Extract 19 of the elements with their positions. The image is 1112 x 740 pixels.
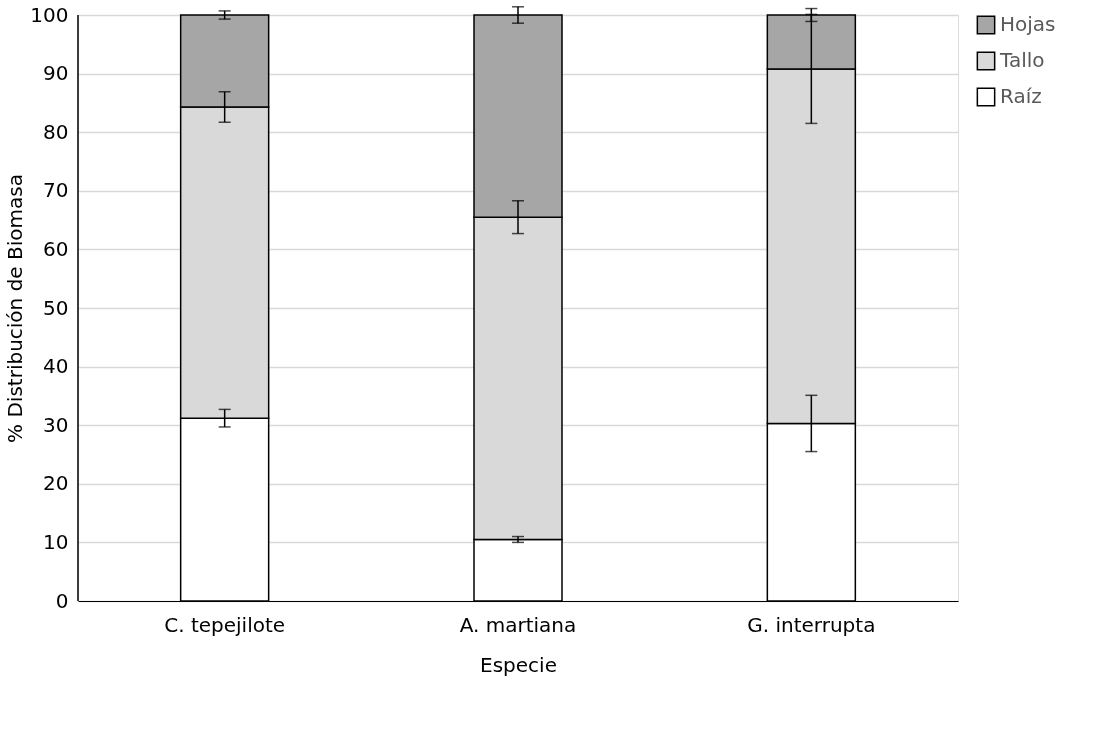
x-tick-label: G. interrupta: [747, 612, 876, 637]
y-tick-label: 60: [43, 236, 69, 261]
y-axis-title: % Distribución de Biomasa: [3, 174, 28, 443]
y-tick-label: 30: [43, 412, 69, 437]
x-tick-label: A. martiana: [459, 612, 577, 637]
legend-label: Tallo: [999, 48, 1045, 72]
legend-label: Hojas: [1000, 12, 1056, 36]
x-axis-title: Especie: [480, 652, 557, 677]
legend-label: Raíz: [1000, 84, 1042, 108]
y-tick-label: 100: [30, 2, 69, 27]
y-tick-label: 70: [43, 178, 69, 203]
y-tick-label: 0: [55, 588, 69, 613]
y-tick-label: 10: [43, 529, 69, 554]
y-tick-label: 50: [43, 295, 69, 320]
x-tick-label: C. tepejilote: [164, 612, 286, 637]
y-tick-label: 90: [43, 61, 69, 86]
y-tick-label: 80: [43, 119, 69, 144]
y-tick-label: 20: [43, 471, 69, 496]
y-tick-label: 40: [43, 354, 69, 379]
